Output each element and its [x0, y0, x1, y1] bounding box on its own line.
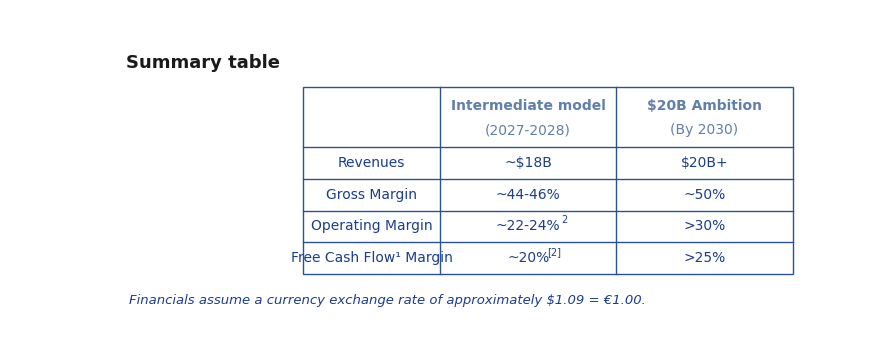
Text: ~20%: ~20% — [507, 251, 549, 265]
Text: ~22-24%: ~22-24% — [495, 219, 561, 233]
Text: $20B+: $20B+ — [681, 156, 728, 170]
Text: (2027-2028): (2027-2028) — [486, 124, 571, 137]
Text: >30%: >30% — [684, 219, 726, 233]
Text: [2]: [2] — [547, 247, 562, 257]
Text: 2: 2 — [562, 215, 568, 225]
Text: ~44-46%: ~44-46% — [495, 188, 561, 202]
Text: ~$18B: ~$18B — [504, 156, 552, 170]
Text: Free Cash Flow¹ Margin: Free Cash Flow¹ Margin — [290, 251, 452, 265]
Text: Operating Margin: Operating Margin — [311, 219, 432, 233]
Text: Gross Margin: Gross Margin — [326, 188, 417, 202]
Text: Intermediate model: Intermediate model — [451, 99, 606, 113]
Text: Financials assume a currency exchange rate of approximately $1.09 = €1.00.: Financials assume a currency exchange ra… — [129, 294, 646, 307]
Text: Revenues: Revenues — [338, 156, 405, 170]
Text: (By 2030): (By 2030) — [670, 124, 738, 137]
Text: ~50%: ~50% — [684, 188, 726, 202]
Text: $20B Ambition: $20B Ambition — [647, 99, 762, 113]
Bar — [303, 87, 793, 274]
Text: >25%: >25% — [684, 251, 726, 265]
Text: Summary table: Summary table — [125, 54, 280, 72]
